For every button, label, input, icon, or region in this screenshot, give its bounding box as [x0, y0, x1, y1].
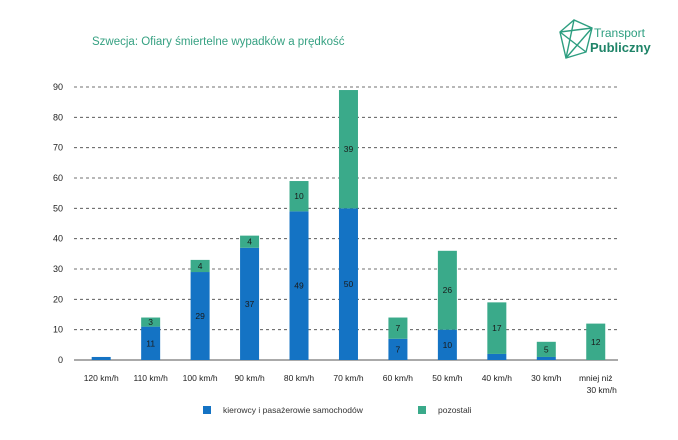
y-tick-label: 60 [53, 173, 63, 183]
data-label-series-1: 11 [146, 338, 155, 348]
data-label-series-2: 39 [344, 144, 354, 154]
y-tick-label: 40 [53, 234, 63, 244]
bar-series-1 [388, 338, 408, 360]
data-label-series-2: 7 [396, 323, 401, 333]
x-tick-label: 40 km/h [482, 373, 513, 383]
y-tick-label: 30 [53, 264, 63, 274]
bar-series-1 [536, 356, 556, 360]
x-tick-label: 120 km/h [84, 373, 119, 383]
legend-swatch-series-2 [418, 406, 426, 414]
data-label-series-1: 37 [245, 299, 255, 309]
bar-series-1 [289, 211, 309, 360]
y-tick-label: 90 [53, 82, 63, 92]
x-tick-label: 50 km/h [432, 373, 463, 383]
y-tick-label: 50 [53, 203, 63, 213]
x-tick-label: 60 km/h [383, 373, 414, 383]
chart-title: Szwecja: Ofiary śmiertelne wypadków a pr… [92, 36, 345, 48]
data-label-series-2: 26 [443, 285, 453, 295]
bar-series-2 [487, 302, 507, 354]
data-label-series-2: 12 [591, 337, 601, 347]
x-tick-label: 30 km/h [531, 373, 562, 383]
data-label-series-2: 4 [198, 261, 203, 271]
bar-series-1 [190, 272, 210, 360]
bar-series-2 [338, 90, 358, 209]
y-tick-label: 20 [53, 294, 63, 304]
bar-series-1 [141, 326, 161, 360]
legend-item-series-1: kierowcy i pasażerowie samochodów [203, 405, 363, 415]
data-label-series-2: 3 [148, 317, 153, 327]
y-tick-label: 0 [58, 355, 63, 365]
data-label-series-2: 10 [294, 191, 304, 201]
data-label-series-2: 5 [544, 344, 549, 354]
bar-series-1 [91, 356, 111, 360]
x-tick-label: 30 km/h [587, 385, 618, 395]
x-tick-label: 110 km/h [133, 373, 168, 383]
y-tick-label: 80 [53, 112, 63, 122]
legend-label-series-2: pozostali [438, 405, 472, 415]
bar-series-1 [338, 208, 358, 360]
bar-series-1 [240, 247, 260, 360]
x-tick-label: 80 km/h [284, 373, 315, 383]
bar-series-2 [240, 235, 260, 248]
legend-item-series-2: pozostali [418, 405, 472, 415]
data-label-series-1: 49 [294, 281, 304, 291]
bar-series-2 [190, 259, 210, 273]
data-label-series-1: 50 [344, 279, 354, 289]
x-tick-label: 100 km/h [183, 373, 218, 383]
y-tick-label: 10 [53, 325, 63, 335]
bar-series-2 [437, 250, 457, 330]
data-label-series-1: 7 [396, 344, 401, 354]
data-label-series-1: 29 [195, 311, 205, 321]
bar-series-2 [536, 341, 556, 357]
x-tick-label: 70 km/h [333, 373, 364, 383]
bar-series-1 [487, 353, 507, 360]
data-label-series-2: 4 [247, 237, 252, 247]
bar-series-2 [289, 181, 309, 212]
brand-logo: Transport Publiczny [556, 18, 666, 62]
legend-label-series-1: kierowcy i pasażerowie samochodów [223, 405, 363, 415]
bar-series-2 [586, 323, 606, 360]
x-tick-label: mniej niż [579, 373, 613, 383]
data-label-series-1: 10 [443, 340, 453, 350]
logo-text-transport: Transport [594, 26, 645, 40]
data-label-series-2: 17 [492, 323, 502, 333]
y-tick-label: 70 [53, 143, 63, 153]
x-tick-label: 90 km/h [234, 373, 265, 383]
legend-swatch-series-1 [203, 406, 211, 414]
bar-series-2 [388, 317, 408, 339]
bar-series-1 [437, 329, 457, 360]
logo-text-publiczny: Publiczny [590, 40, 651, 55]
network-logo-icon [559, 19, 593, 59]
bar-series-2 [141, 317, 161, 327]
